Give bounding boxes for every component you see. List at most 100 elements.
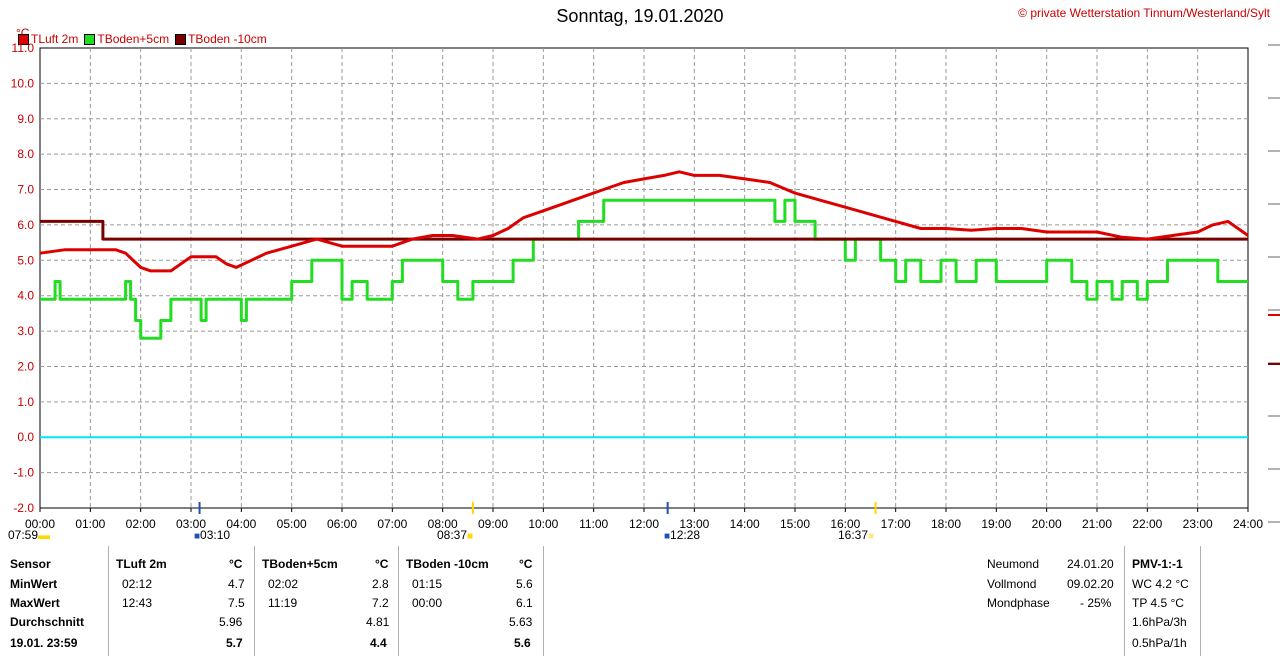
- max-val-tboden5: 7.2: [372, 596, 389, 610]
- y-tick-label: 10.0: [11, 76, 35, 90]
- pmv-p3: 1.6hPa/3h: [1132, 615, 1187, 629]
- row-label-max: MaxWert: [10, 596, 60, 610]
- avg-tboden5: 4.81: [366, 615, 390, 629]
- current-tboden10: 5.6: [514, 636, 531, 650]
- marker-sun-2: 16:37■: [838, 528, 874, 542]
- series-line-1: [40, 198, 1248, 340]
- col-unit-tluft: °C: [229, 557, 243, 571]
- min-time-tluft: 02:12: [122, 577, 153, 591]
- marker-moon-2: ■12:28: [664, 528, 700, 542]
- mondphase-label: Mondphase: [987, 596, 1050, 610]
- min-time-tboden5: 02:02: [268, 577, 299, 591]
- marker-moon-1: ■03:10: [194, 528, 230, 542]
- column-divider: [398, 546, 399, 656]
- y-tick-label: 4.0: [17, 289, 34, 303]
- column-divider: [254, 546, 255, 656]
- legend-swatch-tboden5: [84, 33, 96, 45]
- col-header-tboden5: TBoden+5cm: [262, 557, 338, 571]
- x-tick-label: 16:00: [830, 517, 860, 531]
- y-tick-label: 0.0: [17, 430, 34, 444]
- pmv-title: PMV-1:-1: [1132, 557, 1183, 571]
- sun-icon: ■: [868, 531, 875, 542]
- row-label-current: 19.01. 23:59: [10, 636, 78, 650]
- mondphase-value: - 25%: [1080, 596, 1112, 610]
- x-tick-label: 17:00: [881, 517, 911, 531]
- x-tick-label: 09:00: [478, 517, 508, 531]
- x-tick-label: 24:00: [1233, 517, 1263, 531]
- x-tick-label: 00:00: [25, 517, 55, 531]
- temperature-chart: 11.0 10.0 9.0 8.0 7.0 6.0 5.0 4.0 3.0 2.0 1.0 0.0 -1…: [11, 41, 1280, 531]
- x-tick-label: 15:00: [780, 517, 810, 531]
- max-time-tboden10: 00:00: [412, 596, 443, 610]
- row-label-sensor: Sensor: [10, 557, 51, 571]
- y-tick-label: 7.0: [17, 183, 34, 197]
- sun-icon: ■: [467, 531, 474, 542]
- min-val-tboden5: 2.8: [372, 577, 389, 591]
- x-tick-label: 04:00: [226, 517, 256, 531]
- pmv-wc: WC 4.2 °C: [1132, 577, 1189, 591]
- moon-icon: ■: [194, 531, 201, 542]
- y-tick-label: 9.0: [17, 112, 34, 126]
- y-tick-label: 2.0: [17, 359, 34, 373]
- column-divider: [1124, 546, 1125, 656]
- legend-swatch-tluft: [18, 33, 29, 45]
- marker-sunrise-label: 07:59: [8, 528, 39, 542]
- x-tick-label: 03:00: [176, 517, 206, 531]
- col-unit-tboden10: °C: [519, 557, 533, 571]
- legend-swatch-tboden10: [175, 33, 187, 45]
- marker-moon-2-label: 12:28: [670, 528, 701, 542]
- column-divider: [108, 546, 109, 656]
- legend-item-tboden5: TBoden+5cm: [84, 32, 175, 46]
- x-tick-label: 23:00: [1183, 517, 1213, 531]
- max-time-tboden5: 11:19: [268, 596, 298, 610]
- current-tboden5: 4.4: [370, 636, 387, 650]
- column-divider: [543, 546, 544, 656]
- x-tick-label: 22:00: [1132, 517, 1162, 531]
- neumond-date: 24.01.20: [1067, 557, 1114, 571]
- series-line-0: [39, 170, 1249, 273]
- current-tluft: 5.7: [226, 636, 243, 650]
- row-label-avg: Durchschnitt: [10, 615, 85, 629]
- marker-sun-2-label: 16:37: [838, 528, 869, 542]
- x-tick-label: 14:00: [730, 517, 760, 531]
- x-tick-label: 20:00: [1032, 517, 1062, 531]
- marker-sunrise: 07:59▬: [8, 528, 50, 542]
- sun-icon: ▬: [38, 528, 51, 542]
- x-tick-label: 01:00: [75, 517, 105, 531]
- legend-item-tboden10: TBoden -10cm: [175, 32, 273, 46]
- x-tick-label: 08:00: [428, 517, 458, 531]
- x-tick-label: 19:00: [981, 517, 1011, 531]
- moon-icon: ■: [664, 531, 671, 542]
- marker-sun-1: 08:37■: [437, 528, 473, 542]
- x-tick-label: 05:00: [277, 517, 307, 531]
- x-tick-label: 02:00: [126, 517, 156, 531]
- neumond-label: Neumond: [987, 557, 1040, 571]
- col-header-tluft: TLuft 2m: [116, 557, 167, 571]
- y-tick-label: 8.0: [17, 147, 34, 161]
- max-val-tluft: 7.5: [228, 596, 245, 610]
- series-line-2: [40, 219, 1248, 241]
- vollmond-date: 09.02.20: [1067, 577, 1114, 591]
- column-divider: [1200, 546, 1201, 656]
- x-tick-label: 18:00: [931, 517, 961, 531]
- y-tick-label: -2.0: [13, 501, 34, 515]
- pmv-tp: TP 4.5 °C: [1132, 596, 1184, 610]
- legend-item-tluft: TLuft 2m: [18, 32, 84, 46]
- max-time-tluft: 12:43: [122, 596, 153, 610]
- chart-title: Sonntag, 19.01.2020: [556, 6, 724, 26]
- y-tick-label: 1.0: [17, 395, 34, 409]
- avg-tboden10: 5.63: [509, 615, 533, 629]
- y-tick-label: -1.0: [13, 466, 34, 480]
- x-tick-label: 11:00: [579, 517, 608, 531]
- col-header-tboden10: TBoden -10cm: [406, 557, 489, 571]
- plot-area: [39, 47, 1249, 509]
- x-tick-label: 13:00: [679, 517, 709, 531]
- avg-tluft: 5.96: [219, 615, 243, 629]
- legend-label-tboden5: TBoden+5cm: [97, 32, 170, 46]
- y-tick-label: 11.0: [12, 41, 35, 55]
- marker-sun-1-label: 08:37: [437, 528, 468, 542]
- y-tick-label: 6.0: [17, 218, 34, 232]
- y-tick-label: 3.0: [17, 324, 34, 338]
- row-label-min: MinWert: [10, 577, 58, 591]
- x-tick-label: 06:00: [327, 517, 357, 531]
